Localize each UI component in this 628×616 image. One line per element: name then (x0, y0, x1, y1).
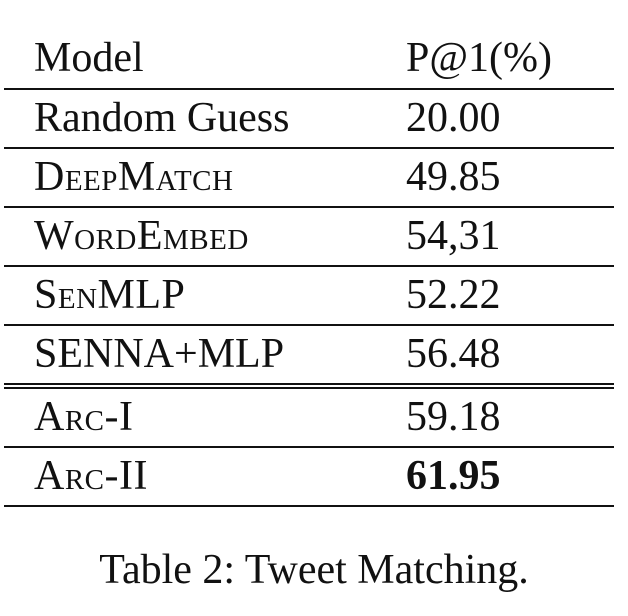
model-name: Random Guess (4, 88, 406, 148)
model-score: 49.85 (406, 147, 614, 207)
model-score: 54,31 (406, 206, 614, 266)
model-name: SenMLP (4, 265, 406, 325)
model-score: 56.48 (406, 324, 614, 386)
table-row: WordEmbed 54,31 (4, 206, 614, 266)
header-model: Model (34, 35, 144, 81)
table-row: SenMLP 52.22 (4, 265, 614, 325)
model-name: WordEmbed (4, 206, 406, 266)
model-name: SENNA+MLP (4, 324, 406, 386)
table-row: Random Guess 20.00 (4, 88, 614, 148)
table-row: Arc-II 61.95 (4, 446, 614, 507)
table-row: SENNA+MLP 56.48 (4, 324, 614, 386)
model-name: DeepMatch (4, 147, 406, 207)
model-name: Arc-II (4, 446, 406, 507)
model-score-best: 61.95 (406, 446, 614, 507)
results-table-container: Model P@1(%) Random Guess 20.00 DeepMatc… (4, 28, 614, 507)
model-score: 59.18 (406, 383, 614, 447)
table-row: DeepMatch 49.85 (4, 147, 614, 207)
table-row: Arc-I 59.18 (4, 383, 614, 447)
model-name: Arc-I (4, 383, 406, 447)
results-table: Model P@1(%) Random Guess 20.00 DeepMatc… (4, 28, 614, 507)
table-caption: Table 2: Tweet Matching. (99, 547, 529, 593)
table-header-row: Model P@1(%) (4, 28, 614, 89)
model-score: 52.22 (406, 265, 614, 325)
model-score: 20.00 (406, 88, 614, 148)
header-score: P@1(%) (406, 35, 552, 81)
